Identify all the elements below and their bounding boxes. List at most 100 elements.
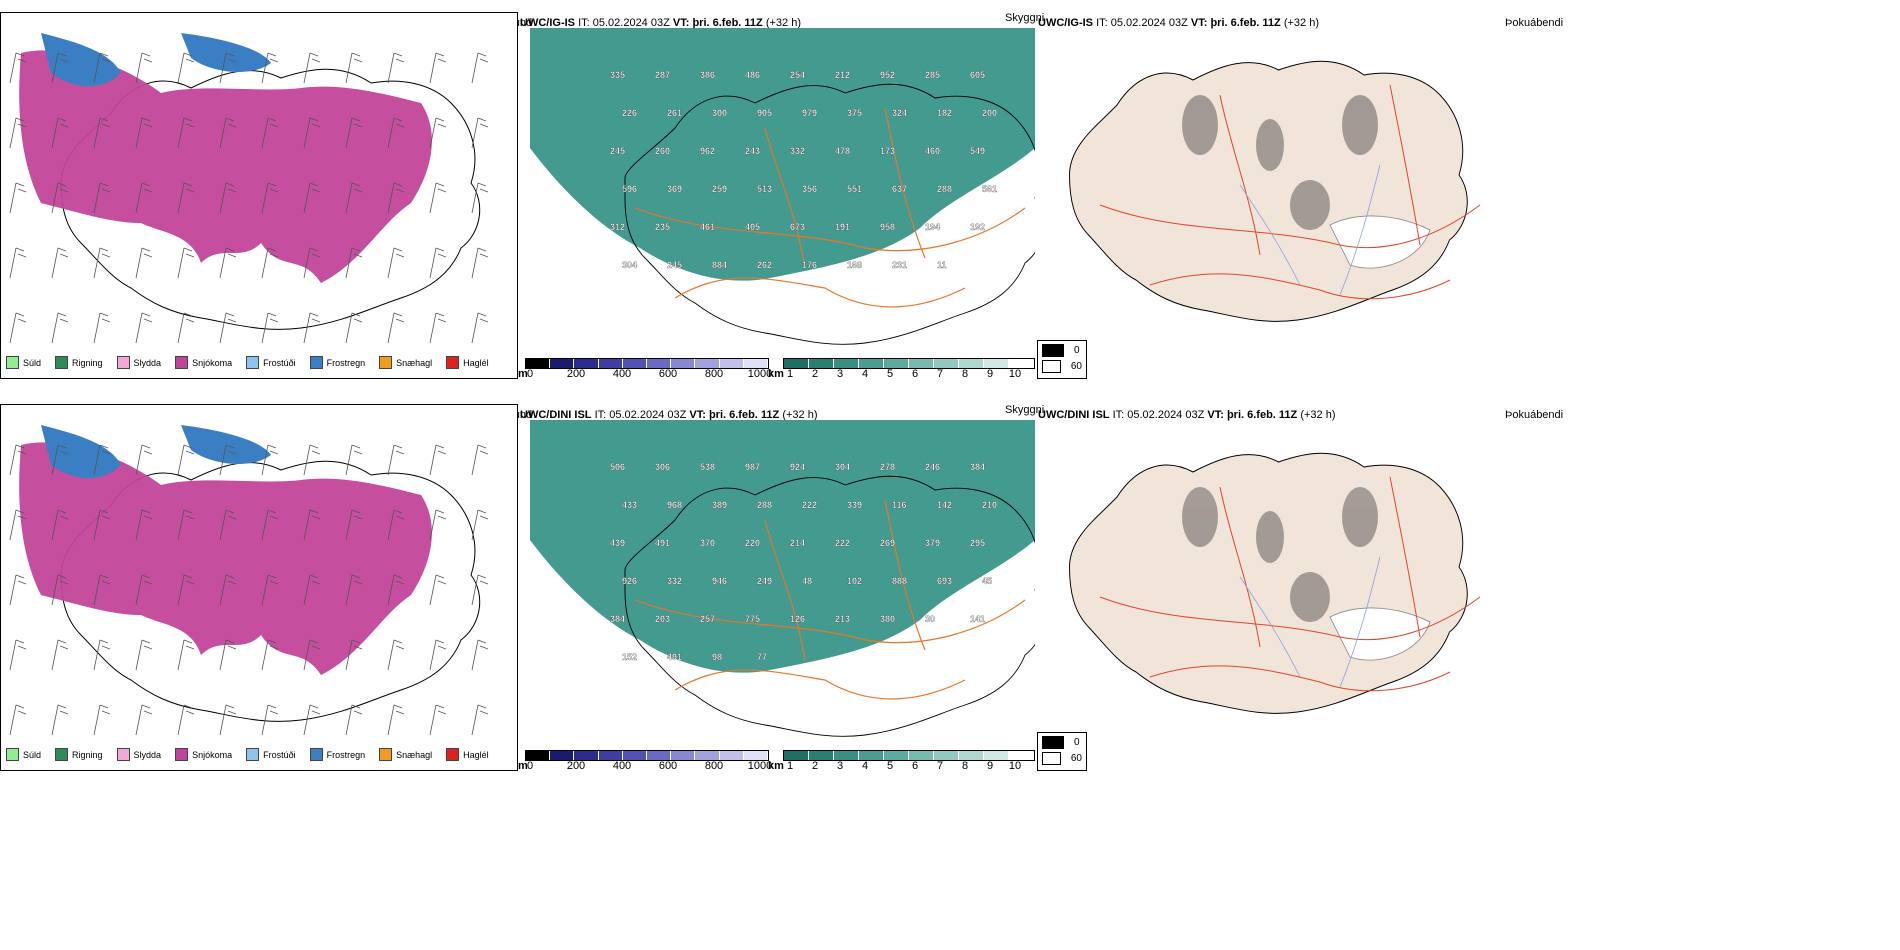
legend-item: Rigning <box>55 748 103 761</box>
elevation-label: 461 <box>700 222 715 232</box>
elevation-label: 260 <box>655 146 670 156</box>
elevation-unit: m <box>518 760 528 772</box>
tick-label: 8 <box>961 760 969 772</box>
elevation-label: 226 <box>622 108 637 118</box>
elevation-label: 257 <box>700 614 715 624</box>
tick-label: 1 <box>786 368 794 380</box>
elevation-label: 332 <box>790 146 805 156</box>
elevation-label: 222 <box>835 538 850 548</box>
fog-map <box>1069 452 1481 714</box>
elevation-label: 884 <box>712 260 727 270</box>
elevation-ticks: 0 200 400 600 800 1000 <box>526 760 772 774</box>
tick-label: 5 <box>886 368 894 380</box>
elevation-label: 491 <box>667 652 682 662</box>
elevation-label: 389 <box>712 500 727 510</box>
elevation-label: 987 <box>745 462 760 472</box>
elevation-label: 262 <box>757 260 772 270</box>
panel-header: UWC/IG-IS IT: 05.02.2024 03Z VT: þri. 6.… <box>520 17 801 29</box>
wind-barbs <box>9 52 489 344</box>
elevation-label: 278 <box>880 462 895 472</box>
elevation-label: 551 <box>847 184 862 194</box>
fog-legend-min: 0 <box>1074 345 1080 356</box>
elevation-unit: m <box>518 368 528 380</box>
rivers <box>1239 164 1381 296</box>
elevation-label: 203 <box>655 614 670 624</box>
elevation-label: 946 <box>712 576 727 586</box>
tick-label: 4 <box>861 368 869 380</box>
elevation-label: 332 <box>667 576 682 586</box>
panel-title-fog: Þokuábendi <box>1505 409 1564 421</box>
elevation-label: 77 <box>757 652 767 662</box>
elevation-label: 369 <box>667 184 682 194</box>
fog-shading <box>1182 95 1378 230</box>
elevation-label: 222 <box>802 500 817 510</box>
elevation-label: 637 <box>892 184 907 194</box>
elevation-label: 979 <box>802 108 817 118</box>
elevation-label: 48 <box>802 576 812 586</box>
panel-title-visibility: Skyggni <box>1005 12 1045 24</box>
elevation-label: 300 <box>712 108 727 118</box>
elevation-label: 269 <box>880 538 895 548</box>
freezing-rain-area <box>41 33 271 87</box>
elevation-label: 213 <box>835 614 850 624</box>
legend-item: Slydda <box>116 356 161 369</box>
elevation-label: 288 <box>757 500 772 510</box>
wind-barbs <box>9 444 489 736</box>
low-visibility-area <box>530 28 1035 281</box>
tick-label: 0 <box>526 368 534 380</box>
elevation-label: 168 <box>847 260 862 270</box>
elevation-label: 295 <box>970 538 985 548</box>
elevation-label: 141 <box>970 614 985 624</box>
elevation-ticks: 0 200 400 600 800 1000 <box>526 368 772 382</box>
elevation-label: 102 <box>847 576 862 586</box>
elevation-label: 952 <box>880 70 895 80</box>
legend-item: Frostregn <box>309 748 365 761</box>
road-network <box>634 499 1026 700</box>
tick-label: 800 <box>704 760 724 772</box>
road-network <box>634 107 1026 308</box>
legend-item: Súld <box>6 356 41 369</box>
tick-label: 200 <box>566 760 586 772</box>
visibility-colorbar <box>783 358 1035 369</box>
elevation-label: 549 <box>970 146 985 156</box>
elevation-label: 259 <box>712 184 727 194</box>
tick-label: 0 <box>526 760 534 772</box>
panel-header: UWC/IG-IS IT: 05.02.2024 03Z VT: þri. 6.… <box>1038 17 1319 29</box>
legend-item: Rigning <box>55 356 103 369</box>
legend-item: Snjókoma <box>175 748 232 761</box>
rivers <box>1239 556 1381 688</box>
tick-label: 600 <box>658 760 678 772</box>
tick-label: 4 <box>861 760 869 772</box>
panel-header: UWC/DINI ISL IT: 05.02.2024 03Z VT: þri.… <box>520 409 818 421</box>
fog-legend: 0 60 <box>1037 340 1087 379</box>
tick-label: 200 <box>566 368 586 380</box>
elevation-label: 142 <box>937 500 952 510</box>
tick-label: 6 <box>911 760 919 772</box>
elevation-label: 370 <box>700 538 715 548</box>
elevation-label: 596 <box>622 184 637 194</box>
elevation-label: 460 <box>925 146 940 156</box>
elevation-label: 491 <box>655 538 670 548</box>
elevation-label: 968 <box>667 500 682 510</box>
precip-map <box>9 33 489 344</box>
elevation-label: 30 <box>925 614 935 624</box>
precip-map <box>9 425 489 736</box>
elevation-label: 561 <box>982 184 997 194</box>
land <box>1069 452 1468 714</box>
panel-title-fog: Þokuábendi <box>1505 17 1564 29</box>
tick-label: 7 <box>936 368 944 380</box>
legend-item: Súld <box>6 748 41 761</box>
elevation-label: 126 <box>790 614 805 624</box>
tick-label: 10 <box>1008 760 1022 772</box>
elevation-label: 210 <box>982 500 997 510</box>
elevation-label: 231 <box>892 260 907 270</box>
tick-label: 400 <box>612 760 632 772</box>
precip-map-frame <box>0 12 518 379</box>
tick-label: 1 <box>786 760 794 772</box>
visibility-unit: km <box>768 760 784 772</box>
elevation-label: 191 <box>835 222 850 232</box>
elevation-label: 254 <box>790 70 805 80</box>
low-visibility-area <box>530 420 1035 673</box>
elevation-colorbar <box>525 750 769 761</box>
elevation-label: 11 <box>937 260 947 270</box>
